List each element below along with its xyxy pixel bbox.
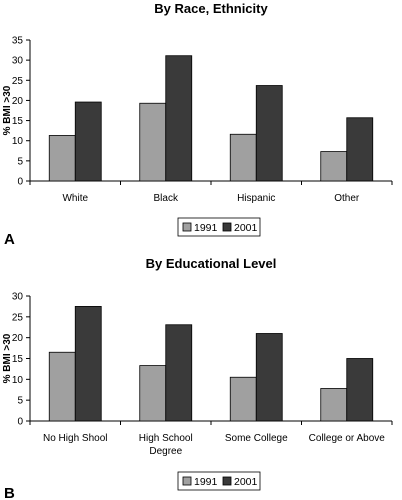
x-category-label: High School bbox=[139, 433, 193, 444]
bar-2001 bbox=[74, 101, 102, 182]
bar-1991 bbox=[139, 102, 167, 182]
bar-1991 bbox=[229, 133, 257, 182]
y-tick-label: 25 bbox=[12, 76, 24, 87]
legend-swatch bbox=[222, 476, 232, 486]
y-tick-label: 0 bbox=[17, 177, 23, 188]
bar-1991 bbox=[139, 365, 167, 422]
legend-label: 2001 bbox=[234, 476, 258, 488]
x-category-label: White bbox=[62, 193, 88, 204]
bar-2001 bbox=[165, 55, 193, 182]
legend-swatch bbox=[222, 222, 232, 232]
legend-box bbox=[177, 217, 261, 237]
chart-title: By Educational Level bbox=[146, 256, 277, 271]
y-tick-label: 15 bbox=[12, 354, 24, 365]
y-axis-label: % BMI >30 bbox=[2, 333, 13, 383]
x-category-label: College or Above bbox=[309, 433, 386, 444]
chart-1: By Race, Ethnicity 0 5 10 15 20 25 30 35 % BMI >3… bbox=[2, 1, 393, 248]
legend-swatch bbox=[182, 222, 192, 232]
y-tick-label: 20 bbox=[12, 96, 24, 107]
bar-1991 bbox=[229, 376, 257, 422]
bar-1991 bbox=[320, 388, 348, 422]
y-tick-label: 5 bbox=[17, 156, 23, 167]
y-tick-label: 0 bbox=[17, 417, 23, 428]
y-tick-label: 10 bbox=[12, 375, 24, 386]
bar-2001 bbox=[255, 85, 283, 182]
y-tick-label: 20 bbox=[12, 333, 24, 344]
y-tick-label: 10 bbox=[12, 136, 24, 147]
bar-2001 bbox=[346, 117, 374, 182]
legend: 1991 2001 bbox=[177, 471, 261, 491]
y-tick-label: 35 bbox=[12, 36, 24, 47]
bar-2001 bbox=[255, 333, 283, 422]
legend-label: 2001 bbox=[234, 222, 258, 234]
x-category-label: Degree bbox=[149, 446, 182, 457]
x-category-label: Some College bbox=[225, 433, 288, 444]
chart-title: By Race, Ethnicity bbox=[154, 1, 268, 16]
x-category-label: Other bbox=[334, 193, 360, 204]
panel-label: A bbox=[4, 231, 15, 248]
bar-1991 bbox=[320, 151, 348, 182]
legend: 1991 2001 bbox=[177, 217, 261, 237]
legend-box bbox=[177, 471, 261, 491]
bar-1991 bbox=[48, 135, 76, 182]
x-category-label: Hispanic bbox=[237, 193, 275, 204]
bar-1991 bbox=[48, 351, 76, 422]
bar-2001 bbox=[346, 358, 374, 422]
y-tick-label: 15 bbox=[12, 116, 24, 127]
bar-2001 bbox=[165, 324, 193, 422]
legend-swatch bbox=[182, 476, 192, 486]
y-tick-label: 30 bbox=[12, 56, 24, 67]
x-category-label: Black bbox=[154, 193, 179, 204]
y-axis-label: % BMI >30 bbox=[2, 85, 13, 135]
y-tick-label: 5 bbox=[17, 396, 23, 407]
x-category-label: No High Shool bbox=[43, 433, 107, 444]
legend-label: 1991 bbox=[194, 476, 218, 488]
y-tick-label: 30 bbox=[12, 292, 24, 303]
legend-label: 1991 bbox=[194, 222, 218, 234]
chart-2: By Educational Level 0 5 10 15 20 25 30 % BMI >3… bbox=[2, 256, 393, 500]
bar-2001 bbox=[74, 306, 102, 422]
panel-label: B bbox=[4, 485, 15, 500]
y-tick-label: 25 bbox=[12, 312, 24, 323]
